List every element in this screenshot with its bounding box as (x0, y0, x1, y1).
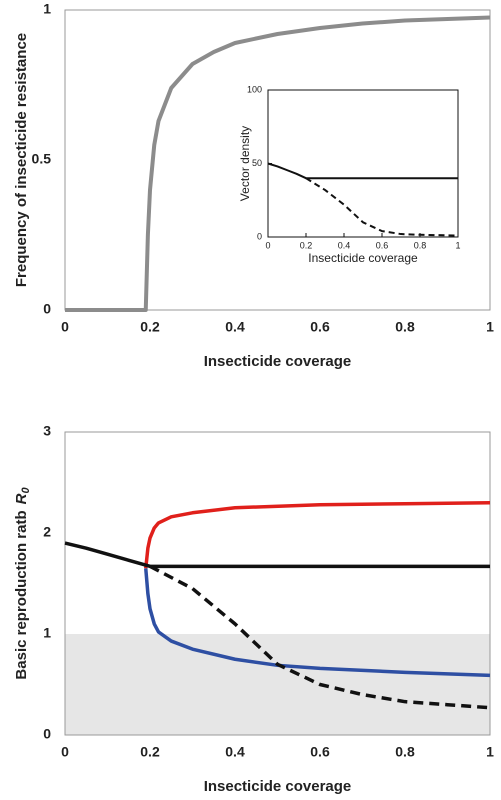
y-axis-label-text: Vector density (238, 126, 252, 201)
x-tick-label: 0.6 (310, 319, 330, 335)
x-tick-label: 0.2 (300, 240, 313, 250)
y-axis-label-text: Frequency of insecticide resistance (13, 33, 30, 287)
y-tick-label: 0 (257, 231, 262, 241)
series-line (144, 568, 491, 678)
x-tick-label: 0.4 (338, 240, 351, 250)
x-tick-label: 0.2 (140, 744, 160, 760)
series-line (64, 541, 490, 569)
y-tick-label: 50 (252, 158, 262, 168)
y-axis-label: Basic reproduction ratb R0 (13, 487, 32, 680)
x-tick-label: 1 (486, 744, 494, 760)
inset-background (268, 90, 458, 237)
y-tick-label: 100 (247, 84, 262, 94)
series-line (144, 500, 491, 569)
y-tick-label: 0 (43, 301, 51, 317)
x-tick-label: 1 (486, 319, 494, 335)
shaded-band (65, 634, 490, 735)
y-tick-label: 0 (43, 726, 51, 742)
x-tick-label: 1 (455, 240, 460, 250)
y-axis-label: Frequency of insecticide resistance (13, 33, 30, 287)
x-axis-label: Insecticide coverage (204, 778, 352, 795)
y-axis-label-subscript: 0 (20, 487, 32, 494)
x-tick-label: 0.2 (140, 319, 160, 335)
y-tick-label: 2 (43, 524, 51, 540)
y-tick-label: 0.5 (32, 151, 52, 167)
y-tick-label: 1 (43, 1, 51, 17)
y-axis-label-symbol: R (13, 493, 30, 504)
x-tick-label: 0.8 (414, 240, 427, 250)
x-tick-label: 0.8 (395, 319, 415, 335)
x-tick-label: 0.6 (310, 744, 330, 760)
x-tick-label: 0 (61, 744, 69, 760)
plot-frame (64, 9, 491, 311)
y-axis-label: Vector density (238, 126, 252, 201)
y-tick-label: 3 (43, 423, 51, 439)
x-axis-label: Insecticide coverage (204, 353, 352, 370)
y-axis-label-text: Basic reproduction ratb (13, 510, 30, 679)
x-tick-label: 0.8 (395, 744, 415, 760)
y-tick-label: 1 (43, 625, 51, 641)
x-tick-label: 0.6 (376, 240, 389, 250)
x-tick-label: 0 (61, 319, 69, 335)
series-line (149, 564, 491, 710)
x-tick-label: 0 (265, 240, 270, 250)
series-line (305, 177, 459, 237)
series-line (65, 15, 491, 312)
x-tick-label: 0.4 (225, 744, 245, 760)
plot-frame (64, 431, 491, 736)
x-tick-label: 0.4 (225, 319, 245, 335)
x-axis-label: Insecticide coverage (308, 251, 418, 265)
